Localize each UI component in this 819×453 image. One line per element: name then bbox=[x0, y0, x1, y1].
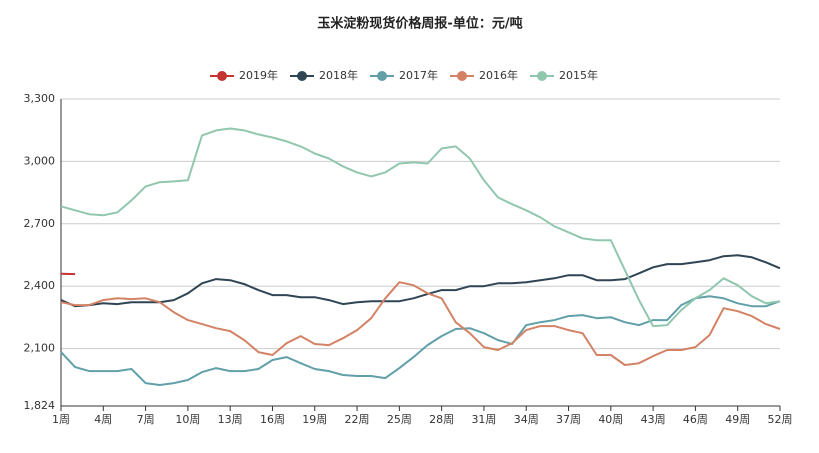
chart-title: 玉米淀粉现货价格周报-单位：元/吨 bbox=[317, 16, 522, 32]
y-tick-label: 3,000 bbox=[24, 154, 56, 167]
x-tick-label: 46周 bbox=[683, 413, 708, 426]
x-tick-label: 4周 bbox=[94, 413, 112, 426]
x-tick-label: 40周 bbox=[598, 413, 623, 426]
x-tick-label: 13周 bbox=[218, 413, 243, 426]
y-tick-label: 1,824 bbox=[24, 399, 56, 412]
y-tick-label: 2,100 bbox=[24, 342, 56, 355]
legend-label: 2019年 bbox=[239, 68, 278, 82]
x-tick-label: 52周 bbox=[768, 413, 793, 426]
series-line bbox=[60, 254, 781, 308]
y-tick-label: 3,300 bbox=[24, 92, 56, 105]
legend-label: 2015年 bbox=[559, 68, 598, 82]
series-line bbox=[60, 281, 781, 366]
legend-label: 2017年 bbox=[399, 68, 438, 82]
x-tick-label: 49周 bbox=[725, 413, 750, 426]
x-tick-label: 19周 bbox=[302, 413, 327, 426]
x-tick-label: 31周 bbox=[471, 413, 496, 426]
x-tick-label: 43周 bbox=[641, 413, 666, 426]
legend-icon bbox=[297, 71, 307, 81]
legend-label: 2018年 bbox=[319, 68, 358, 82]
legend-icon bbox=[537, 71, 547, 81]
x-tick-label: 10周 bbox=[175, 413, 200, 426]
x-tick-label: 25周 bbox=[387, 413, 412, 426]
series-line bbox=[60, 295, 781, 386]
x-tick-label: 7周 bbox=[137, 413, 155, 426]
legend-icon bbox=[217, 71, 227, 81]
y-tick-label: 2,700 bbox=[24, 217, 56, 230]
x-tick-label: 28周 bbox=[429, 413, 454, 426]
x-tick-label: 1周 bbox=[52, 413, 70, 426]
y-tick-label: 2,400 bbox=[24, 279, 56, 292]
x-tick-label: 16周 bbox=[260, 413, 285, 426]
series-line bbox=[60, 127, 781, 328]
x-tick-label: 37周 bbox=[556, 413, 581, 426]
legend-label: 2016年 bbox=[479, 68, 518, 82]
legend-icon bbox=[457, 71, 467, 81]
legend-icon bbox=[377, 71, 387, 81]
x-tick-label: 34周 bbox=[514, 413, 539, 426]
x-tick-label: 22周 bbox=[345, 413, 370, 426]
